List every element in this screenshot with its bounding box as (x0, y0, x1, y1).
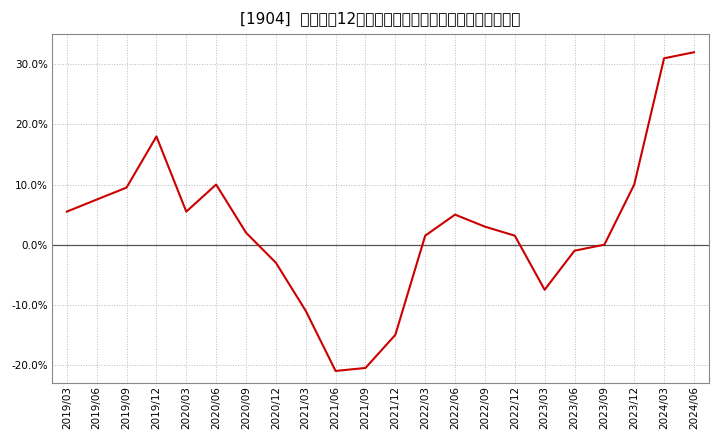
Title: [1904]  売上高の12か月移動合計の対前年同期増減率の推移: [1904] 売上高の12か月移動合計の対前年同期増減率の推移 (240, 11, 521, 26)
